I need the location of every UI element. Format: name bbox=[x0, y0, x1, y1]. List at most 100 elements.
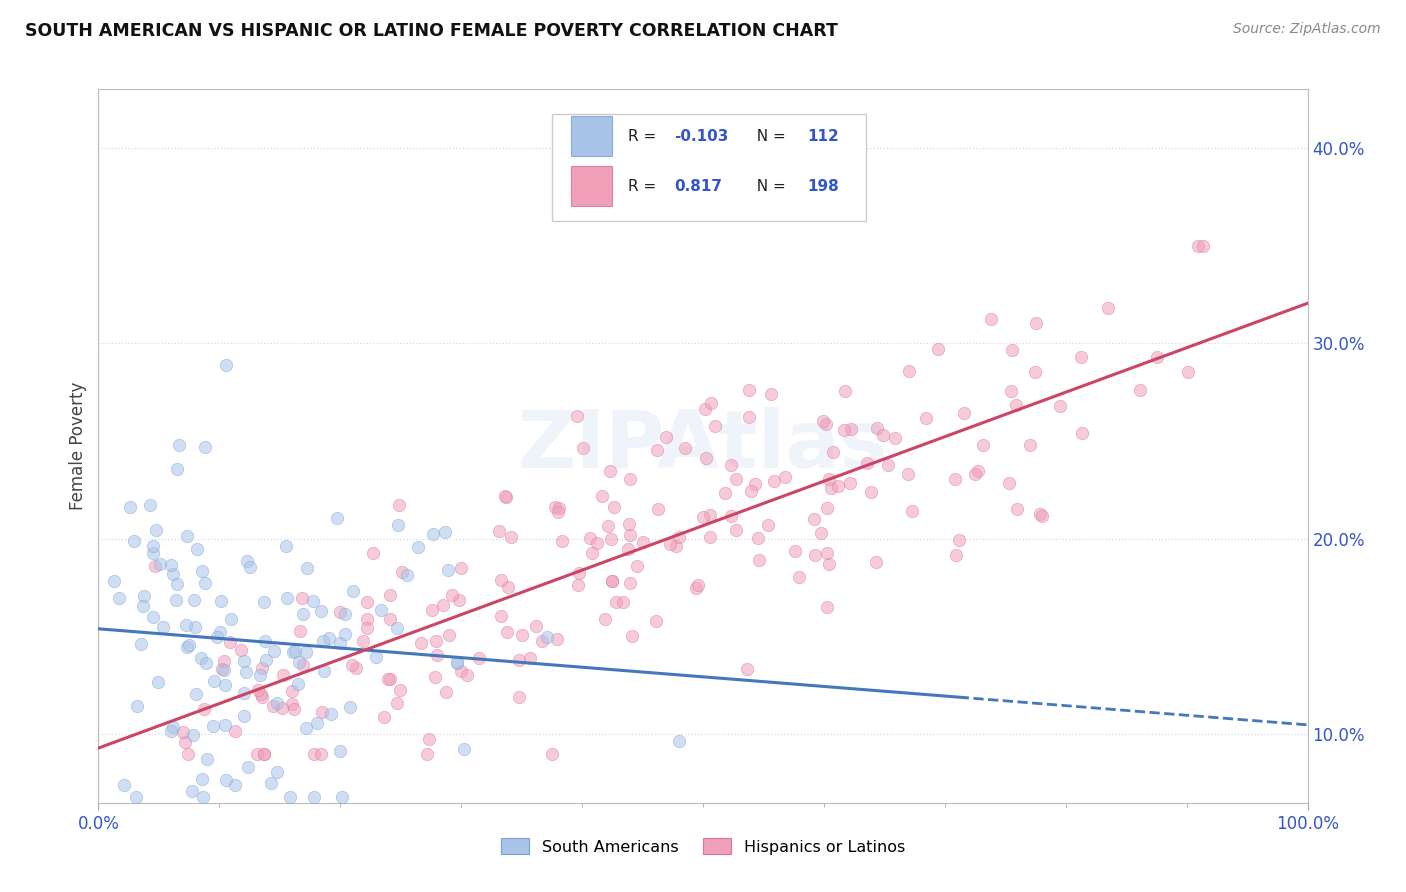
South Americans bbox=[253, 595, 276, 609]
Hispanics or Latinos bbox=[432, 598, 454, 612]
Hispanics or Latinos bbox=[340, 658, 363, 673]
Hispanics or Latinos bbox=[1129, 383, 1152, 397]
Hispanics or Latinos bbox=[439, 628, 461, 642]
Hispanics or Latinos bbox=[271, 667, 294, 681]
South Americans bbox=[249, 668, 271, 682]
Hispanics or Latinos bbox=[647, 502, 669, 516]
South Americans bbox=[437, 563, 460, 577]
South Americans bbox=[145, 523, 167, 537]
South Americans bbox=[214, 678, 236, 692]
Hispanics or Latinos bbox=[866, 421, 889, 435]
Hispanics or Latinos bbox=[211, 663, 233, 677]
Hispanics or Latinos bbox=[737, 662, 759, 676]
Hispanics or Latinos bbox=[426, 648, 449, 663]
Hispanics or Latinos bbox=[425, 670, 447, 684]
South Americans bbox=[339, 700, 361, 714]
South Americans bbox=[129, 637, 152, 651]
South Americans bbox=[112, 778, 135, 792]
Hispanics or Latinos bbox=[356, 594, 378, 608]
Hispanics or Latinos bbox=[143, 558, 166, 573]
Hispanics or Latinos bbox=[524, 619, 547, 633]
South Americans bbox=[191, 789, 214, 804]
South Americans bbox=[370, 602, 392, 616]
Hispanics or Latinos bbox=[612, 595, 634, 609]
South Americans bbox=[214, 663, 236, 677]
South Americans bbox=[184, 620, 207, 634]
Text: 0.817: 0.817 bbox=[673, 178, 721, 194]
South Americans bbox=[274, 539, 297, 553]
Hispanics or Latinos bbox=[817, 558, 839, 572]
Hispanics or Latinos bbox=[834, 384, 856, 398]
South Americans bbox=[152, 620, 174, 634]
South Americans bbox=[295, 721, 318, 735]
South Americans bbox=[194, 656, 217, 670]
South Americans bbox=[329, 744, 352, 758]
South Americans bbox=[162, 720, 184, 734]
Hispanics or Latinos bbox=[688, 578, 710, 592]
South Americans bbox=[281, 645, 304, 659]
South Americans bbox=[190, 772, 212, 787]
Hispanics or Latinos bbox=[972, 438, 994, 452]
Hispanics or Latinos bbox=[530, 634, 553, 648]
South Americans bbox=[139, 498, 162, 512]
Hispanics or Latinos bbox=[713, 486, 735, 500]
Hispanics or Latinos bbox=[626, 558, 648, 573]
South Americans bbox=[326, 511, 349, 525]
Hispanics or Latinos bbox=[811, 414, 834, 428]
Hispanics or Latinos bbox=[450, 560, 472, 574]
South Americans bbox=[214, 359, 236, 373]
South Americans bbox=[236, 760, 259, 774]
South Americans bbox=[307, 716, 329, 731]
Hispanics or Latinos bbox=[250, 687, 273, 701]
Hispanics or Latinos bbox=[738, 384, 761, 398]
Hispanics or Latinos bbox=[695, 450, 717, 465]
Hispanics or Latinos bbox=[548, 500, 571, 515]
South Americans bbox=[214, 718, 236, 732]
South Americans bbox=[385, 621, 408, 635]
South Americans bbox=[314, 664, 336, 678]
Hispanics or Latinos bbox=[725, 523, 748, 537]
South Americans bbox=[335, 627, 357, 641]
Hispanics or Latinos bbox=[704, 419, 727, 434]
South Americans bbox=[149, 558, 172, 572]
South Americans bbox=[232, 654, 254, 668]
South Americans bbox=[433, 525, 456, 540]
Text: N =: N = bbox=[747, 178, 790, 194]
Hispanics or Latinos bbox=[603, 500, 626, 514]
Hispanics or Latinos bbox=[593, 612, 616, 626]
Hispanics or Latinos bbox=[900, 504, 922, 518]
Hispanics or Latinos bbox=[855, 456, 877, 470]
South Americans bbox=[159, 723, 181, 738]
Text: N =: N = bbox=[747, 128, 790, 144]
Hispanics or Latinos bbox=[450, 664, 472, 678]
Text: Source: ZipAtlas.com: Source: ZipAtlas.com bbox=[1233, 22, 1381, 37]
Hispanics or Latinos bbox=[1005, 398, 1028, 412]
Hispanics or Latinos bbox=[344, 660, 367, 674]
Hispanics or Latinos bbox=[645, 614, 668, 628]
South Americans bbox=[209, 624, 232, 639]
South Americans bbox=[142, 546, 165, 560]
Hispanics or Latinos bbox=[720, 458, 742, 472]
Hispanics or Latinos bbox=[280, 697, 302, 711]
South Americans bbox=[668, 733, 690, 747]
South Americans bbox=[301, 594, 323, 608]
South Americans bbox=[536, 630, 558, 644]
South Americans bbox=[253, 634, 276, 648]
South Americans bbox=[132, 589, 155, 603]
South Americans bbox=[233, 709, 256, 723]
South Americans bbox=[219, 612, 242, 626]
Hispanics or Latinos bbox=[700, 396, 723, 410]
Hispanics or Latinos bbox=[1097, 301, 1119, 315]
South Americans bbox=[176, 640, 198, 654]
Hispanics or Latinos bbox=[291, 658, 314, 673]
Y-axis label: Female Poverty: Female Poverty bbox=[69, 382, 87, 510]
Hispanics or Latinos bbox=[655, 430, 678, 444]
Hispanics or Latinos bbox=[291, 591, 314, 605]
Hispanics or Latinos bbox=[551, 534, 574, 549]
Hispanics or Latinos bbox=[820, 481, 842, 495]
Hispanics or Latinos bbox=[668, 530, 690, 544]
Hispanics or Latinos bbox=[602, 574, 624, 589]
Hispanics or Latinos bbox=[605, 595, 627, 609]
Hispanics or Latinos bbox=[591, 489, 613, 503]
South Americans bbox=[224, 779, 246, 793]
